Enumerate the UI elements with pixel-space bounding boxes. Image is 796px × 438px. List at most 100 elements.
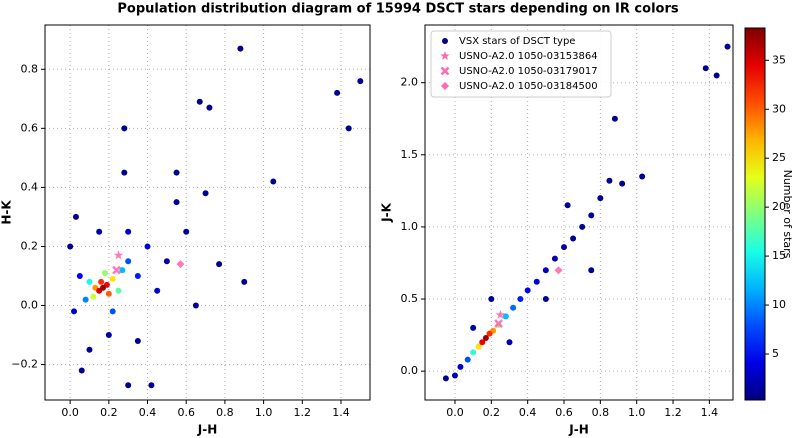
x-tick-label: 1.0	[628, 406, 646, 419]
point	[98, 278, 105, 285]
point	[588, 267, 595, 274]
point	[112, 265, 121, 275]
point	[542, 296, 549, 303]
point	[611, 115, 618, 122]
point	[564, 202, 571, 209]
colorbar-tick-label: 25	[772, 151, 786, 164]
point	[119, 267, 126, 274]
x-tick-label: 1.0	[255, 406, 273, 419]
y-tick-label: −0.2	[11, 358, 38, 371]
x-axis-label: J-H	[568, 423, 589, 437]
point	[475, 343, 482, 350]
point	[216, 261, 223, 268]
point	[196, 98, 203, 105]
plot-frame	[44, 24, 371, 401]
point	[105, 290, 112, 297]
legend-label: USNO-A2.0 1050-03184500	[459, 81, 598, 92]
point	[96, 228, 103, 235]
x-tick-label: 0.8	[216, 406, 234, 419]
x-tick-label: 1.2	[294, 406, 312, 419]
y-tick-label: 0.6	[21, 121, 39, 134]
point	[579, 223, 586, 230]
point	[125, 258, 132, 265]
point	[619, 180, 626, 187]
x-tick-label: 0.4	[519, 406, 537, 419]
y-tick-label: 0.5	[401, 292, 419, 305]
y-tick-label: 0.0	[401, 364, 419, 377]
point	[457, 363, 464, 370]
point	[270, 178, 277, 185]
point	[502, 313, 509, 320]
point	[494, 319, 503, 328]
point	[241, 278, 248, 285]
point	[551, 255, 558, 262]
point	[72, 213, 79, 220]
point	[101, 270, 108, 277]
point	[183, 228, 190, 235]
x-tick-label: 1.2	[664, 406, 682, 419]
x-tick-label: 0.4	[139, 406, 157, 419]
point	[202, 190, 209, 197]
legend-label: USNO-A2.0 1050-03153864	[459, 51, 598, 62]
point	[464, 356, 471, 363]
point	[237, 45, 244, 52]
point	[148, 382, 155, 389]
point	[134, 337, 141, 344]
point	[206, 104, 213, 111]
legend-box	[430, 30, 612, 98]
point	[442, 375, 449, 382]
point	[506, 339, 513, 346]
point	[702, 65, 709, 72]
colorbar-tick-label: 5	[772, 347, 779, 360]
point	[542, 267, 549, 274]
point	[510, 304, 517, 311]
point	[482, 334, 489, 341]
figure-title: Population distribution diagram of 15994…	[117, 2, 678, 17]
point	[134, 272, 141, 279]
legend-marker	[442, 38, 448, 44]
point	[639, 173, 646, 180]
point	[524, 287, 531, 294]
point	[173, 169, 180, 176]
point	[561, 244, 568, 251]
x-tick-label: 0.0	[61, 406, 79, 419]
point	[554, 266, 563, 275]
point	[121, 125, 128, 132]
point	[533, 278, 540, 285]
point	[86, 346, 93, 353]
legend-label: VSX stars of DSCT type	[459, 36, 575, 47]
point	[517, 296, 524, 303]
point	[144, 243, 151, 250]
point	[451, 372, 458, 379]
colorbar-tick-label: 20	[772, 200, 786, 213]
colorbar-tick-label: 35	[772, 53, 786, 66]
point	[486, 330, 493, 337]
point	[470, 324, 477, 331]
colorbar-tick-label: 10	[772, 298, 786, 311]
y-tick-label: 0.0	[21, 299, 39, 312]
y-tick-label: 1.0	[401, 220, 419, 233]
colorbar-label: Number of stars	[781, 170, 794, 259]
x-tick-label: 0.2	[100, 406, 118, 419]
point	[470, 349, 477, 356]
point	[488, 296, 495, 303]
point	[606, 177, 613, 184]
point	[724, 43, 731, 50]
point	[121, 169, 128, 176]
point	[173, 199, 180, 206]
point	[192, 302, 199, 309]
point	[125, 228, 132, 235]
point	[713, 72, 720, 79]
point	[109, 275, 116, 282]
point	[334, 89, 341, 96]
point	[479, 339, 486, 346]
colorbar	[744, 27, 766, 401]
colorbar-tick-label: 15	[772, 249, 786, 262]
x-tick-label: 0.6	[555, 406, 573, 419]
colorbar-tick-label: 30	[772, 102, 786, 115]
point	[597, 195, 604, 202]
x-tick-label: 1.4	[332, 406, 350, 419]
plot-frame	[424, 24, 734, 401]
legend-label: USNO-A2.0 1050-03179017	[459, 66, 598, 77]
